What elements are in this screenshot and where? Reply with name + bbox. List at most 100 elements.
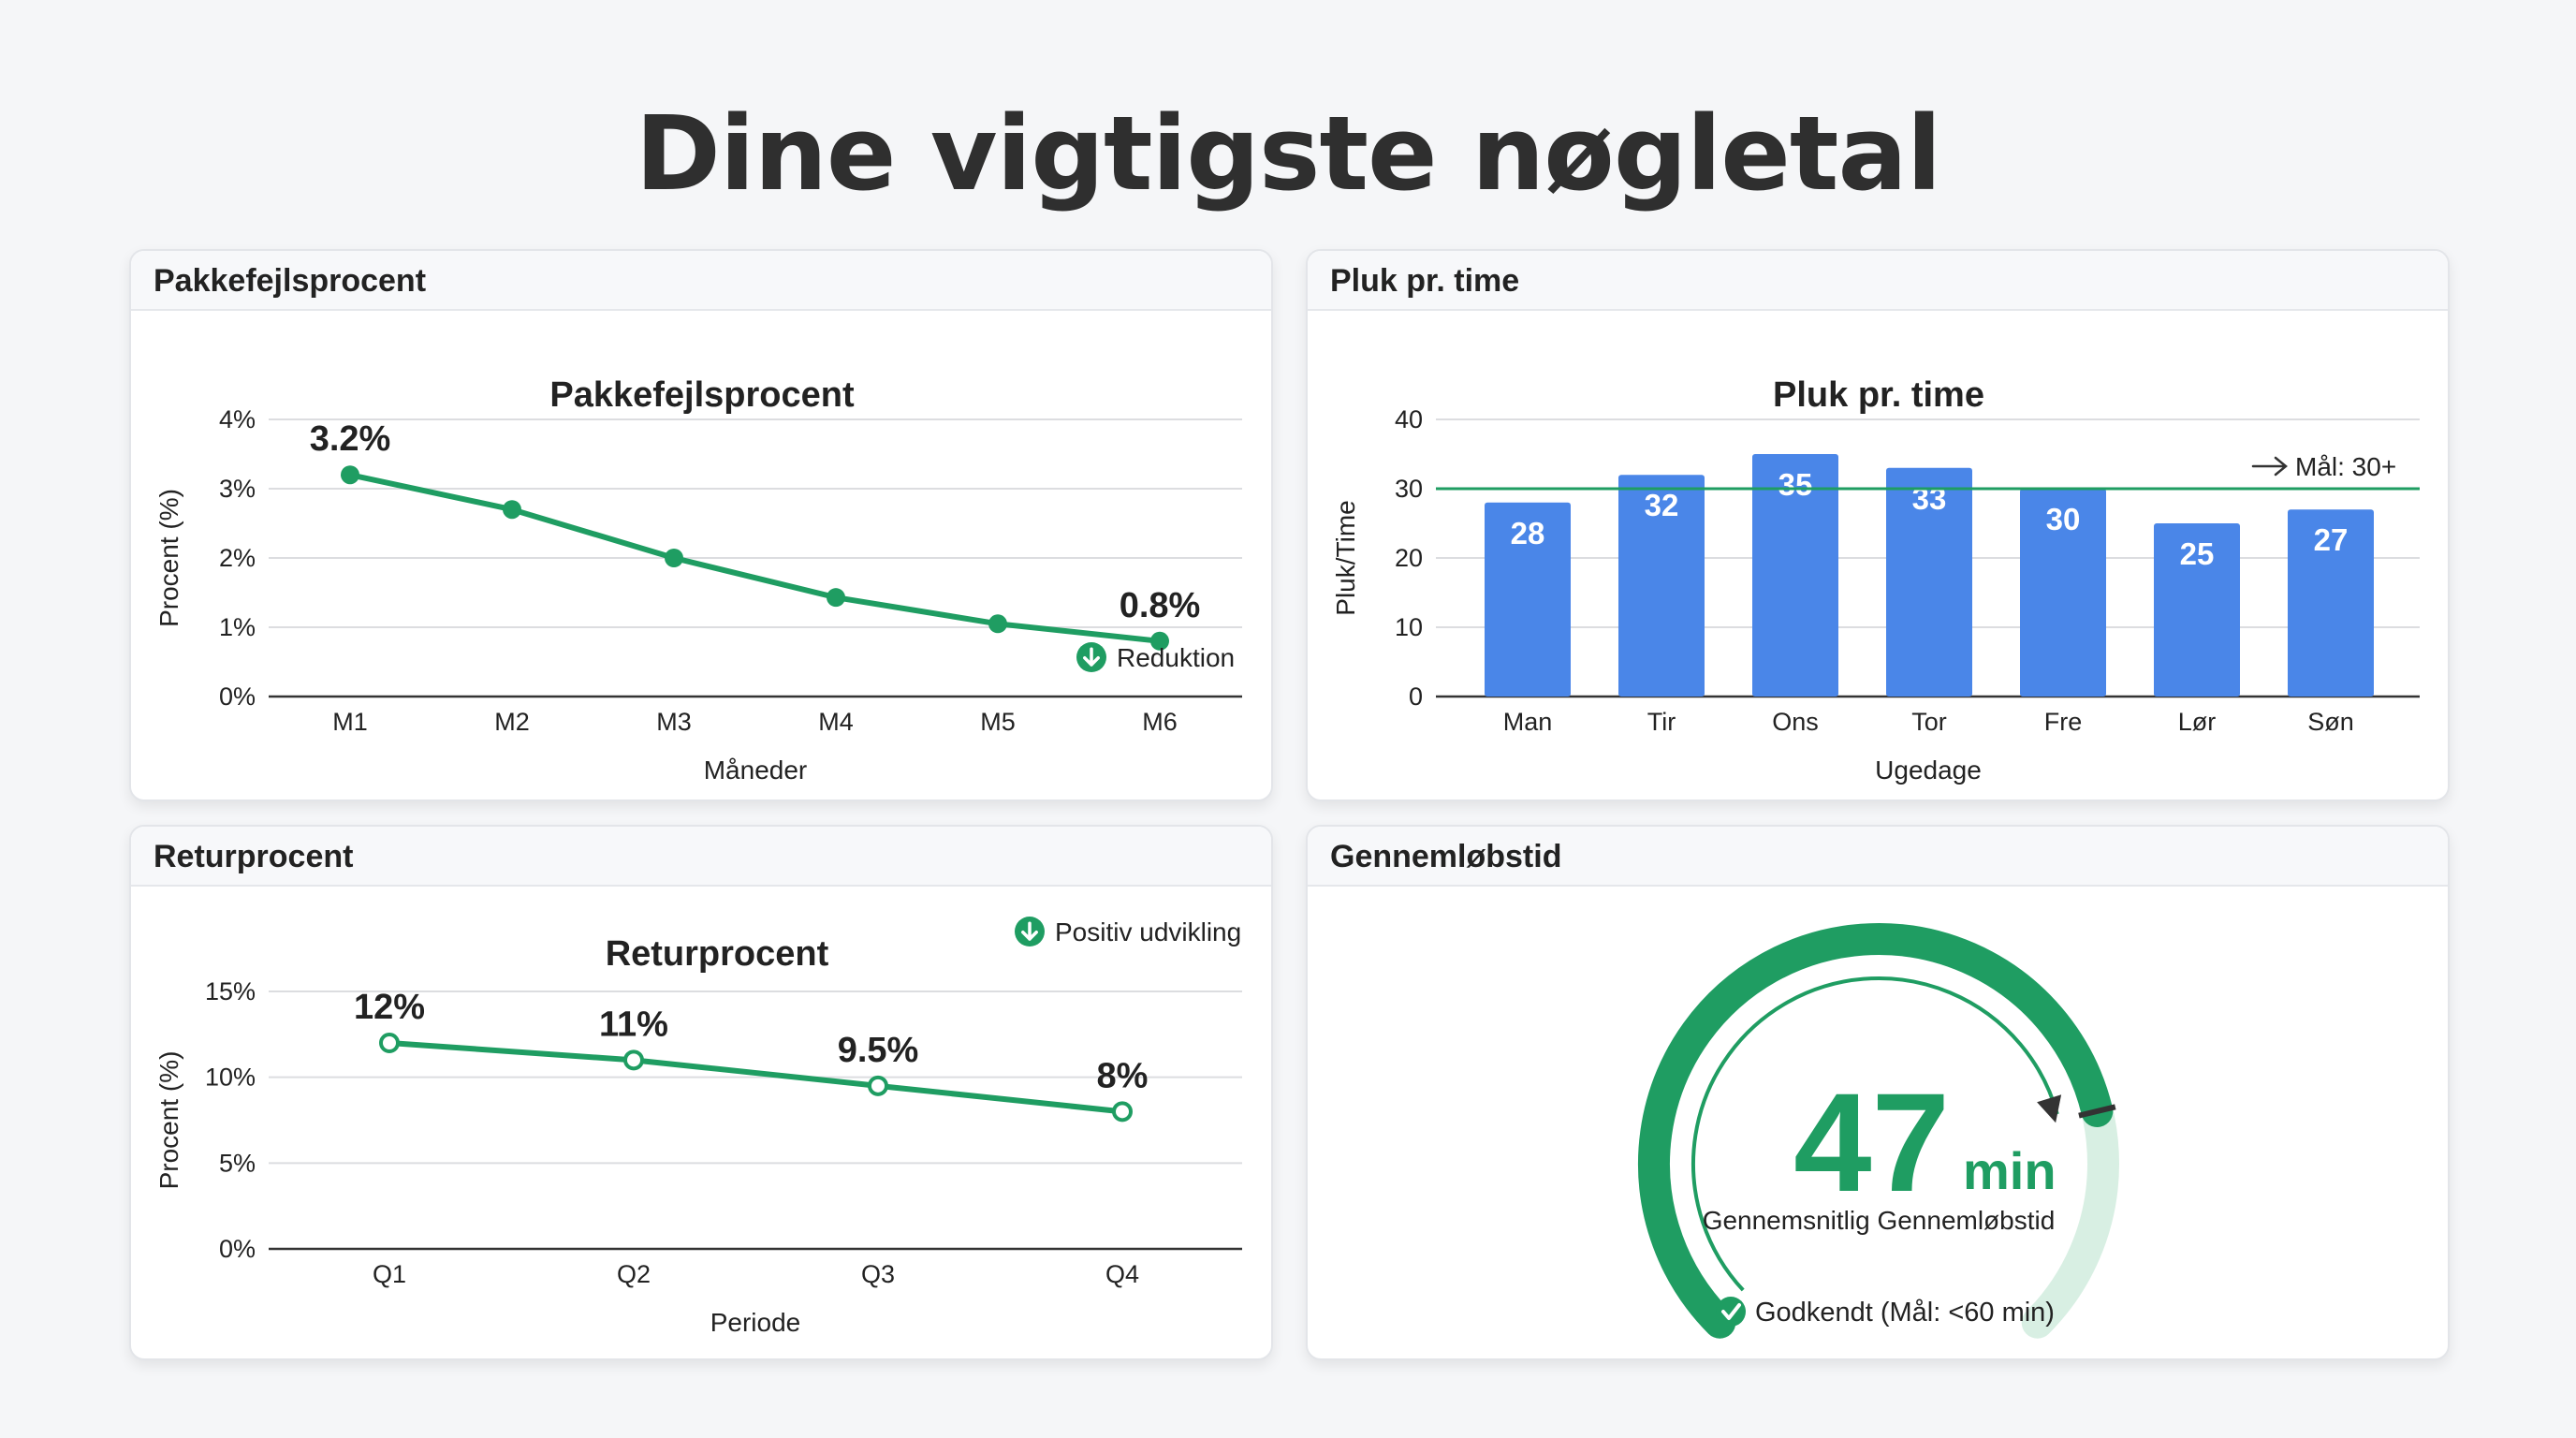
x-tick-label: Fre <box>2044 708 2083 736</box>
data-label: 3.2% <box>310 419 391 459</box>
trend-annotation: Reduktion <box>1117 643 1235 672</box>
y-tick-label: 10% <box>205 1064 256 1092</box>
gauge-status: Godkendt (Mål: <60 min) <box>1755 1298 2055 1328</box>
x-axis-title: Ugedage <box>1875 756 1982 785</box>
data-label: 12% <box>354 988 425 1027</box>
x-axis-title: Periode <box>710 1308 801 1337</box>
data-point <box>1150 631 1169 651</box>
x-tick-label: Man <box>1503 708 1553 736</box>
gauge-pointer-icon <box>2037 1094 2062 1123</box>
arrow-down-circle-icon <box>1076 642 1106 672</box>
gauge-inner-arc <box>1691 976 2059 1292</box>
x-tick-label: Lør <box>2178 708 2217 736</box>
bar-value-label: 32 <box>1645 488 1679 522</box>
check-circle-icon <box>1716 1297 1746 1327</box>
y-tick-label: 0 <box>1409 682 1423 711</box>
data-point <box>665 549 683 567</box>
x-axis-title: Måneder <box>704 756 808 785</box>
x-tick-label: Q3 <box>861 1260 895 1288</box>
bar <box>2020 489 2106 697</box>
data-label: 0.8% <box>1120 586 1201 625</box>
y-tick-label: 30 <box>1395 475 1423 503</box>
y-tick-label: 15% <box>205 977 256 1005</box>
data-label: 8% <box>1097 1056 1149 1095</box>
data-label: 11% <box>599 1005 668 1044</box>
trend-annotation: Positiv udvikling <box>1055 917 1241 946</box>
x-tick-label: M4 <box>818 708 854 736</box>
picks-per-hour-card: Pluk pr. time 0 10 20 30 40 Man Tir Ons Tor Fre Lø… <box>1306 249 2450 801</box>
bar-value-label: 30 <box>2046 502 2081 536</box>
data-label: 9.5% <box>838 1031 919 1070</box>
gauge-label: Gennemsnitlig Gennemløbstid <box>1703 1206 2056 1235</box>
series-line-return <box>388 1040 1123 1115</box>
y-tick-label: 2% <box>219 544 256 572</box>
bar <box>1886 467 1972 697</box>
y-tick-label: 0% <box>219 1235 256 1263</box>
bar <box>1485 502 1571 697</box>
defect-rate-card: Pakkefejlsprocent 0% 1% 2% 3% 4% M1 M2 M3 M4 M5 M6… <box>129 249 1273 801</box>
gauge-marker <box>2078 1104 2116 1119</box>
y-tick-label: 3% <box>219 475 256 503</box>
arrow-down-circle-icon <box>1015 917 1045 946</box>
gauge-unit: min <box>1963 1141 2056 1200</box>
y-axis-title: Pluk/Time <box>1331 500 1360 615</box>
x-tick-label: M1 <box>332 708 368 736</box>
y-tick-label: 40 <box>1395 405 1423 433</box>
x-tick-label: M3 <box>656 708 692 736</box>
x-tick-label: Søn <box>2307 708 2354 736</box>
y-tick-label: 0% <box>219 682 256 711</box>
lead-time-card: Gennemløbstid 47 min Gennemsnitlig Genneml… <box>1306 825 2450 1360</box>
y-tick-label: 4% <box>219 405 256 433</box>
y-tick-label: 5% <box>219 1149 256 1177</box>
x-tick-label: Q4 <box>1105 1260 1139 1288</box>
y-tick-label: 1% <box>219 613 256 641</box>
y-tick-label: 20 <box>1395 544 1423 572</box>
x-tick-label: Tor <box>1911 708 1947 736</box>
y-tick-label: 10 <box>1395 613 1423 641</box>
x-tick-label: M2 <box>494 708 530 736</box>
x-tick-label: Q1 <box>373 1260 406 1288</box>
data-point <box>503 500 521 520</box>
bar <box>1618 475 1705 697</box>
x-tick-label: M5 <box>980 708 1016 736</box>
data-point <box>1112 1101 1133 1123</box>
bar <box>2288 509 2374 697</box>
x-tick-label: M6 <box>1142 708 1178 736</box>
data-point <box>827 588 845 608</box>
return-card-header: Returprocent <box>131 827 1271 887</box>
bar-value-label: 33 <box>1912 481 1947 516</box>
bar-value-label: 25 <box>2180 536 2215 571</box>
chart-title: Returprocent <box>606 934 829 974</box>
gauge-value: 47 <box>1793 1064 1950 1221</box>
data-point <box>379 1033 400 1053</box>
lead-time-gauge: 47 min Gennemsnitlig Gennemløbstid Godkendt… <box>1638 923 2119 1339</box>
gauge-fill <box>1638 923 2114 1339</box>
chart-title: Pakkefejlsprocent <box>549 375 855 415</box>
data-point <box>988 614 1007 634</box>
y-axis-title: Procent (%) <box>154 489 183 627</box>
arrow-right-icon <box>2251 456 2288 477</box>
x-tick-label: Tir <box>1647 708 1676 736</box>
x-tick-label: Ons <box>1772 708 1819 736</box>
defect-rate-chart: 0% 1% 2% 3% 4% M1 M2 M3 M4 M5 M6 Måneder Procent (%)… <box>154 375 1242 785</box>
bar-value-label: 35 <box>1778 467 1813 502</box>
page-title: Dine vigtigste nøgletal <box>635 94 1942 213</box>
chart-title: Pluk pr. time <box>1773 375 1984 415</box>
return-rate-chart: 0% 5% 10% 15% Q1 Q2 Q3 Q4 Periode Procent (%) Retu… <box>154 917 1242 1337</box>
return-rate-card: Returprocent 0% 5% 10% 15% Q1 Q2 Q3 Q4 Periode Pr… <box>129 825 1273 1360</box>
bar-value-label: 28 <box>1511 516 1545 550</box>
bar-value-label: 27 <box>2314 522 2349 557</box>
y-axis-title: Procent (%) <box>154 1051 183 1190</box>
bar <box>1752 454 1838 697</box>
defect-card-header: Pakkefejlsprocent <box>131 251 1271 311</box>
lead-card-header: Gennemløbstid <box>1308 827 2448 887</box>
bar <box>2154 523 2240 697</box>
data-point <box>623 1049 644 1071</box>
x-tick-label: Q2 <box>617 1260 651 1288</box>
picks-per-hour-chart: 0 10 20 30 40 Man Tir Ons Tor Fre Lør Søn Ugedage Plu… <box>1331 375 2420 785</box>
data-point <box>341 465 359 485</box>
picks-card-header: Pluk pr. time <box>1308 251 2448 311</box>
target-label: Mål: 30+ <box>2295 452 2396 481</box>
series-line-defect <box>349 472 1161 644</box>
data-point <box>868 1075 888 1096</box>
